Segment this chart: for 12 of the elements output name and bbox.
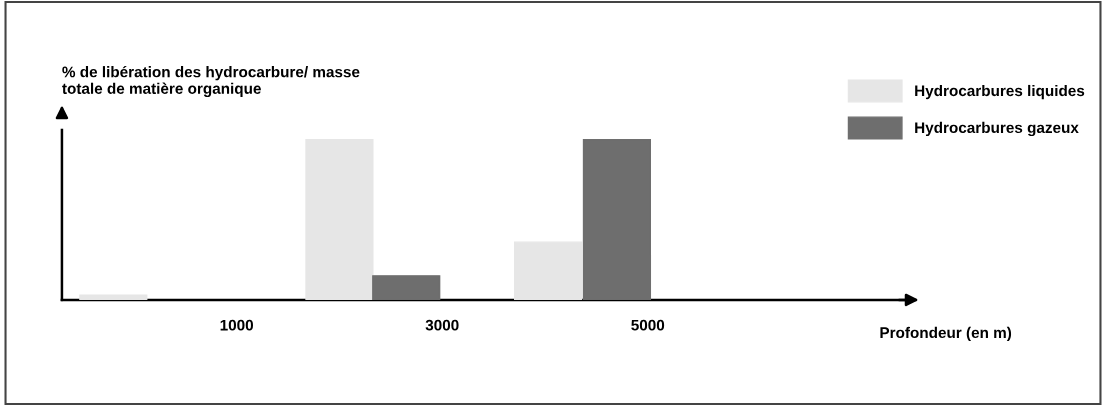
x-tick-label: 3000 <box>425 319 459 331</box>
x-axis-title: Profondeur (en m) <box>880 326 1012 342</box>
x-tick-label: 5000 <box>631 319 665 331</box>
legend-label: Hydrocarbures gazeux <box>915 121 1079 137</box>
bar <box>79 294 148 300</box>
bar <box>582 138 652 300</box>
y-axis-title: % de libération des hydrocarbure/ masse totale de matière organique <box>62 65 360 98</box>
legend-label: Hydrocarbures liquides <box>915 84 1085 100</box>
x-tick-label: 1000 <box>220 319 254 331</box>
bar <box>513 241 583 300</box>
bar <box>372 275 441 300</box>
bar <box>305 138 374 300</box>
